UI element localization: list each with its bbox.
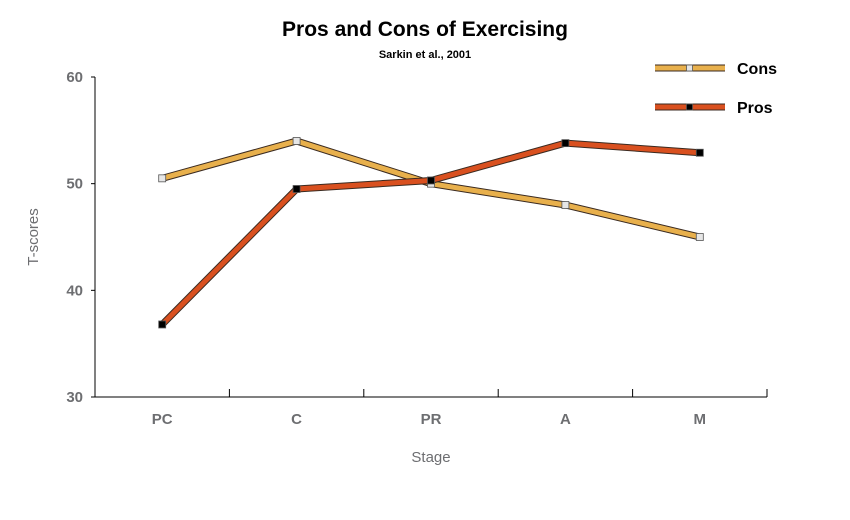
pros-point xyxy=(292,185,301,193)
pros-point xyxy=(561,139,570,148)
legend: Cons Pros xyxy=(655,61,777,117)
axis-ticks: 30 40 50 60 PC C PR A M xyxy=(66,69,768,428)
legend-marker-pros xyxy=(686,103,693,111)
x-tick-label: PC xyxy=(152,411,173,428)
y-tick-label: 50 xyxy=(66,176,83,193)
pros-series xyxy=(158,139,704,329)
chart-title: Pros and Cons of Exercising xyxy=(282,18,568,41)
pros-point xyxy=(427,176,435,185)
legend-label-cons: Cons xyxy=(737,61,777,78)
cons-point xyxy=(292,137,301,145)
x-tick-label: A xyxy=(560,411,571,428)
legend-item-cons: Cons xyxy=(655,61,777,78)
pros-point xyxy=(158,320,167,329)
pros-line-outline xyxy=(159,139,701,327)
x-tick-label: M xyxy=(694,411,707,428)
cons-point xyxy=(695,233,704,241)
cons-point xyxy=(158,174,167,183)
cons-point xyxy=(561,201,570,209)
axes xyxy=(94,77,767,398)
pros-line xyxy=(160,140,700,327)
legend-item-pros: Pros xyxy=(655,100,773,117)
y-axis-title: T-scores xyxy=(25,208,42,266)
legend-marker-cons xyxy=(686,64,693,72)
y-tick-label: 40 xyxy=(66,282,83,299)
cons-line xyxy=(161,138,701,240)
x-tick-label: C xyxy=(291,411,302,428)
chart-subtitle: Sarkin et al., 2001 xyxy=(378,49,472,61)
y-tick-label: 30 xyxy=(66,389,83,406)
x-tick-label: PR xyxy=(421,411,442,428)
legend-label-pros: Pros xyxy=(737,100,773,117)
pros-point xyxy=(695,148,704,157)
series-layer xyxy=(158,137,704,329)
y-tick-label: 60 xyxy=(66,69,83,86)
x-axis-title: Stage xyxy=(411,449,450,466)
cons-series xyxy=(158,137,704,241)
